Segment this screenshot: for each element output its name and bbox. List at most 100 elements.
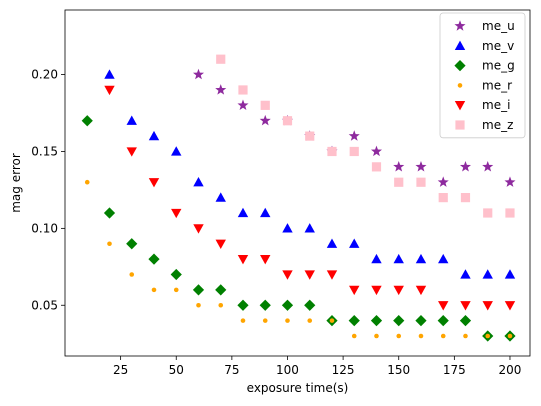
- data-point: [370, 145, 382, 157]
- data-point: [238, 85, 248, 95]
- data-point: [237, 99, 249, 111]
- data-point: [193, 177, 204, 187]
- data-point: [307, 318, 313, 323]
- data-point: [104, 85, 115, 96]
- x-tick-label: 50: [169, 363, 184, 377]
- legend-marker: [454, 20, 466, 31]
- data-point: [215, 284, 227, 296]
- data-point: [326, 238, 338, 248]
- data-point: [107, 241, 112, 247]
- data-point: [129, 272, 135, 277]
- data-point: [285, 318, 290, 323]
- data-point: [173, 287, 179, 293]
- legend-item: me_g: [454, 59, 515, 73]
- y-tick-label: 0.20: [31, 68, 58, 82]
- data-point: [418, 333, 424, 339]
- data-point: [196, 302, 201, 308]
- legend-item: me_i: [454, 98, 510, 112]
- data-point: [415, 285, 427, 296]
- data-point: [437, 176, 449, 187]
- data-point: [126, 115, 137, 125]
- data-point: [326, 270, 338, 280]
- data-point: [215, 84, 227, 95]
- data-point: [483, 208, 493, 218]
- data-point: [438, 253, 449, 264]
- data-point: [393, 285, 404, 296]
- data-point: [504, 176, 516, 187]
- data-point: [460, 269, 471, 279]
- data-point: [282, 270, 293, 280]
- x-tick-label: 200: [499, 363, 522, 377]
- data-point: [396, 333, 402, 339]
- data-point: [482, 269, 493, 279]
- x-tick-label: 100: [276, 363, 299, 377]
- data-point: [463, 333, 468, 339]
- data-point: [304, 223, 315, 233]
- data-point: [438, 301, 449, 311]
- x-axis-ticks: 25 50 75 100 125 150 175 200: [113, 356, 521, 377]
- data-point: [440, 333, 446, 339]
- data-point: [304, 270, 315, 280]
- data-point: [504, 301, 516, 311]
- data-point: [371, 162, 382, 172]
- data-point: [237, 207, 249, 218]
- y-axis-label: mag error: [9, 153, 23, 213]
- data-point: [485, 333, 491, 339]
- legend: me_u me_v me_g me_r me_i me_z: [439, 12, 526, 139]
- data-point: [216, 54, 226, 64]
- legend-label: me_r: [482, 78, 512, 92]
- x-tick-label: 125: [332, 363, 355, 377]
- legend-label: me_v: [482, 39, 514, 53]
- series-me-r: [84, 179, 513, 339]
- data-point: [282, 116, 293, 126]
- data-point: [148, 178, 160, 188]
- data-point: [237, 254, 249, 265]
- data-point: [374, 333, 379, 339]
- data-point: [104, 69, 115, 79]
- data-point: [281, 299, 294, 311]
- x-tick-label: 150: [387, 363, 410, 377]
- legend-marker: [454, 40, 466, 50]
- data-point: [393, 161, 405, 172]
- legend-item: me_r: [457, 78, 512, 92]
- series-me-g: [81, 115, 516, 342]
- data-point: [415, 161, 427, 172]
- data-point: [460, 193, 471, 203]
- legend-item: me_u: [454, 19, 515, 33]
- legend-marker: [454, 60, 466, 72]
- data-point: [327, 146, 337, 157]
- data-point: [305, 131, 315, 141]
- x-tick-label: 25: [113, 363, 128, 377]
- data-point: [171, 208, 182, 219]
- y-tick-label: 0.10: [31, 221, 58, 235]
- data-point: [507, 333, 513, 339]
- data-point: [215, 192, 226, 202]
- data-point: [170, 268, 182, 281]
- data-point: [304, 299, 316, 311]
- data-point: [260, 100, 270, 110]
- data-point: [81, 115, 93, 127]
- plot-area-frame: [64, 9, 531, 357]
- data-point: [416, 177, 426, 187]
- x-axis-label: exposure time(s): [247, 381, 349, 395]
- data-point: [349, 146, 359, 157]
- data-point: [504, 269, 516, 279]
- data-point: [393, 253, 404, 264]
- data-point: [415, 315, 427, 327]
- data-point: [437, 315, 449, 327]
- data-point: [192, 68, 205, 80]
- legend-marker: [457, 83, 463, 88]
- data-point: [349, 285, 360, 296]
- legend-label: me_u: [482, 19, 515, 33]
- legend-item: me_v: [454, 39, 514, 53]
- series-me-z: [216, 54, 515, 218]
- data-point: [240, 318, 246, 323]
- data-point: [151, 287, 157, 293]
- data-point: [148, 253, 160, 265]
- data-point: [126, 238, 138, 250]
- data-point: [126, 147, 137, 157]
- data-point: [237, 299, 249, 311]
- y-tick-label: 0.15: [31, 144, 58, 158]
- data-point: [370, 315, 383, 327]
